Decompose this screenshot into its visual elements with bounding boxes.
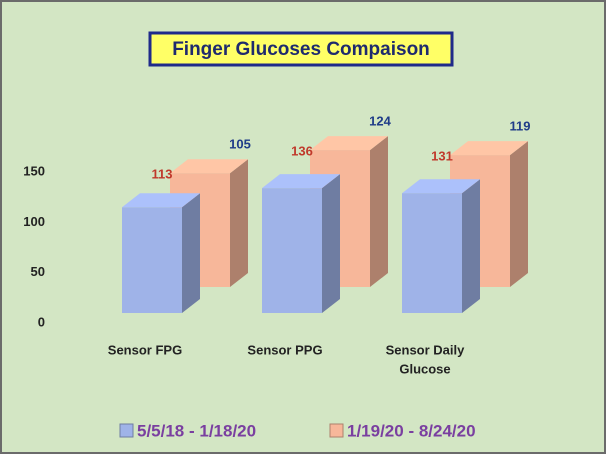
data-label: 124 [369,114,391,129]
bar-top [122,193,200,208]
y-tick-label: 150 [23,163,45,178]
bar-top [310,136,388,151]
data-label: 131 [431,149,453,164]
y-tick-label: 50 [31,264,45,279]
x-tick-label: Sensor PPG [247,342,322,357]
bar [402,193,462,313]
bar-top [450,141,528,156]
bar-top [170,159,248,174]
bar-top [402,179,480,194]
bar-side [370,136,388,287]
bar-side [322,174,340,313]
title-box [148,31,454,67]
x-tick-label: Sensor Daily [386,342,466,357]
legend-swatch [119,423,134,438]
bar [122,207,182,313]
bar-top [262,174,340,189]
bar-side [230,159,248,287]
x-tick-label: Glucose [399,361,450,376]
bar [262,188,322,313]
data-label: 136 [291,144,313,159]
x-tick-label: Sensor FPG [108,342,182,357]
data-label: 113 [152,167,173,182]
legend-swatch [329,423,344,438]
legend-label: 5/5/18 - 1/18/20 [137,421,256,440]
bar-side [510,141,528,287]
y-tick-label: 0 [38,314,45,329]
bar-side [462,179,480,313]
bar-side [182,193,200,313]
y-tick-label: 100 [23,214,45,229]
data-label: 119 [510,119,531,134]
legend-label: 1/19/20 - 8/24/20 [347,421,476,440]
data-label: 105 [229,137,251,152]
chart-title: Finger Glucoses Compaison [172,39,430,60]
